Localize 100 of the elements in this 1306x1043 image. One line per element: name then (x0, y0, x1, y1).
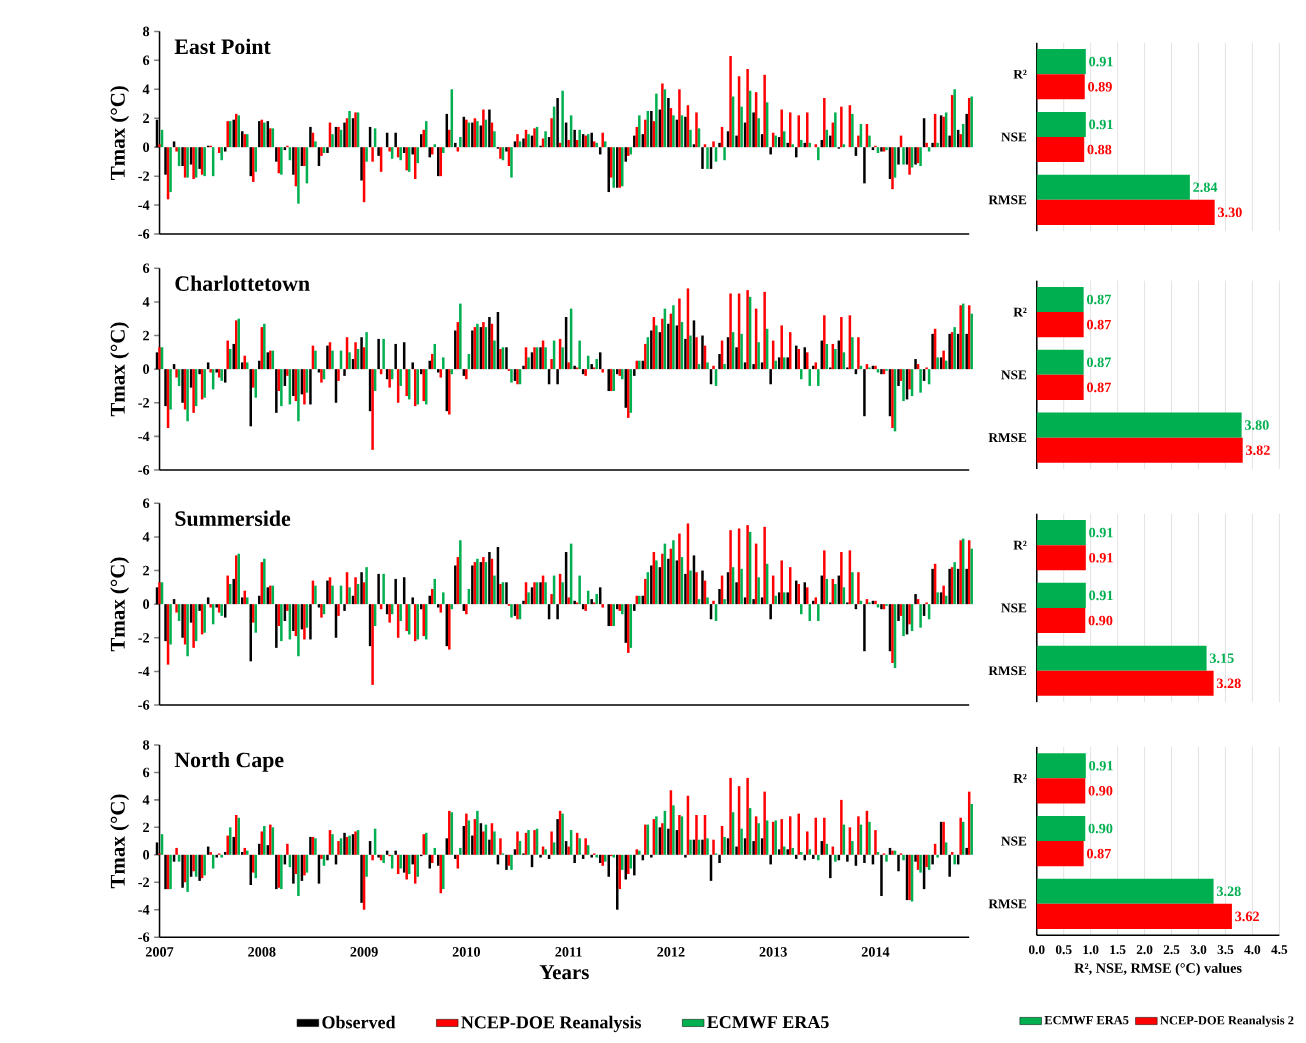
y-axis-title: Tmax (°C) (110, 86, 130, 180)
y-axis-title: Tmax (°C) (110, 794, 130, 889)
bar (712, 141, 715, 148)
bar (286, 604, 289, 611)
bar (834, 349, 837, 370)
bar (561, 347, 564, 370)
bar (454, 565, 457, 605)
bar (354, 342, 357, 370)
bar (527, 357, 530, 370)
bar (948, 135, 951, 148)
x-axis-title: Years (539, 965, 589, 980)
bar (840, 799, 843, 855)
bar (607, 854, 610, 877)
bar (942, 350, 945, 370)
bar (746, 778, 749, 855)
bar (902, 147, 905, 165)
bar (320, 854, 323, 860)
bar (371, 604, 374, 685)
bar (1036, 816, 1086, 842)
bar (757, 342, 760, 370)
bar (953, 327, 956, 370)
bar (258, 843, 261, 855)
bar (232, 344, 235, 370)
y-tick-label: 0 (143, 599, 150, 610)
bar (226, 340, 229, 370)
bar (678, 533, 681, 605)
bar (465, 604, 468, 615)
bar (834, 112, 837, 148)
bar (343, 122, 346, 148)
x-tick-label: 4.0 (1244, 945, 1261, 955)
bar (275, 604, 278, 648)
bar (220, 147, 223, 161)
bar (757, 577, 760, 605)
data-label: 3.30 (1218, 207, 1242, 218)
bar (621, 604, 624, 615)
bar (454, 142, 457, 148)
y-tick-label: R² (1013, 69, 1027, 79)
bar (550, 594, 553, 605)
bar (223, 147, 227, 152)
bar (331, 350, 334, 370)
y-tick-label: 4 (142, 84, 150, 95)
bar (601, 369, 604, 373)
bar (800, 369, 803, 380)
bar (246, 362, 249, 370)
bar (405, 854, 408, 880)
data-label: 3.80 (1244, 420, 1269, 431)
bar (780, 560, 783, 605)
bar (829, 135, 832, 148)
bar (476, 323, 479, 370)
bar (454, 330, 457, 370)
bar (297, 147, 300, 204)
bar (448, 129, 451, 148)
bar (226, 835, 229, 855)
y-tick-label: -4 (138, 431, 150, 442)
bar (476, 810, 479, 855)
bar (411, 597, 414, 605)
bar (757, 118, 760, 148)
y-tick-label: NSE (1001, 370, 1027, 380)
bar (701, 335, 704, 370)
y-tick-label: 6 (143, 55, 150, 66)
bar (232, 579, 235, 605)
y-tick-label: 4 (142, 297, 150, 307)
bar (232, 119, 235, 148)
y-tick-label: -2 (138, 633, 150, 643)
bar (627, 604, 630, 653)
bar (309, 127, 312, 148)
bar (885, 854, 888, 862)
bar (655, 325, 658, 370)
bar (965, 568, 968, 605)
data-label: 0.87 (1086, 357, 1111, 368)
bar (1036, 753, 1086, 779)
bar (215, 369, 218, 373)
bar (616, 854, 619, 910)
y-tick-label: NSE (1001, 603, 1027, 613)
bar (723, 599, 726, 605)
data-label: 0.87 (1086, 848, 1111, 859)
bar (465, 813, 468, 855)
x-tick-label: 2008 (248, 947, 276, 957)
bar (678, 89, 681, 148)
bar (874, 830, 877, 855)
bar (399, 604, 402, 622)
x-tick-label: 1.5 (1110, 945, 1126, 955)
x-tick-label: 2014 (861, 947, 890, 957)
x-tick-label: 2007 (145, 947, 174, 957)
bar (689, 839, 692, 855)
y-tick-label: R² (1013, 540, 1027, 550)
bar (678, 298, 681, 370)
bar (729, 293, 732, 370)
bar (371, 854, 374, 861)
legend-label: ECMWF ERA5 (1044, 1016, 1129, 1025)
bar (806, 352, 809, 370)
bar (897, 604, 900, 622)
bar (661, 318, 664, 370)
bar (965, 114, 968, 148)
bar (897, 369, 900, 387)
bar (226, 575, 229, 605)
bar (667, 98, 670, 148)
bar (516, 134, 519, 148)
bar (740, 333, 743, 370)
bar (442, 592, 445, 605)
